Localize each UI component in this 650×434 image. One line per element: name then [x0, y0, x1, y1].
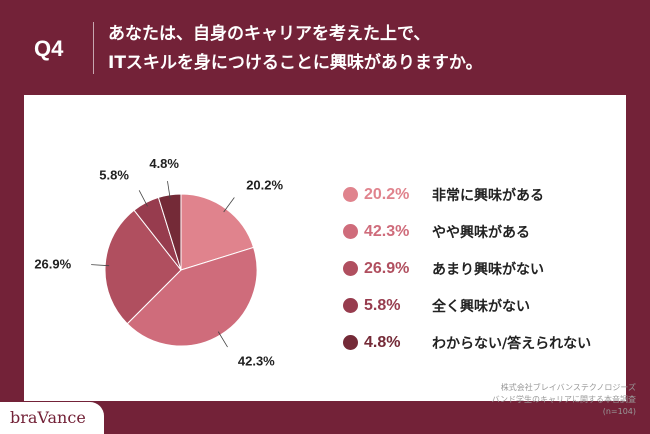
question-text: あなたは、自身のキャリアを考えた上で、 ITスキルを身につけることに興味がありま…: [108, 20, 638, 78]
legend-label: 全く興味がない: [432, 298, 530, 315]
source-line-3: (n=104): [602, 407, 636, 416]
legend-item: 42.3% やや興味がある: [343, 213, 633, 250]
legend-label: 非常に興味がある: [432, 187, 544, 204]
logo: braVance: [0, 402, 104, 434]
data-label: 26.9%: [34, 257, 71, 272]
legend: 20.2% 非常に興味がある 42.3% やや興味がある 26.9% あまり興味がない 5.…: [343, 176, 633, 361]
legend-percent: 26.9%: [364, 259, 410, 277]
legend-item: 5.8% 全く興味がない: [343, 287, 633, 324]
legend-item: 4.8% わからない/答えられない: [343, 324, 633, 361]
leader-line: [223, 197, 235, 213]
data-label: 5.8%: [99, 167, 129, 182]
legend-item: 20.2% 非常に興味がある: [343, 176, 633, 213]
source-line-1: 株式会社ブレイバンステクノロジーズ: [500, 383, 636, 392]
leader-line: [91, 264, 110, 267]
legend-percent: 5.8%: [364, 296, 401, 314]
source-note: 株式会社ブレイバンステクノロジーズ バンド学生のキャリアに関する本音調査 (n=…: [492, 382, 636, 418]
data-label: 20.2%: [246, 178, 283, 193]
source-line-2: バンド学生のキャリアに関する本音調査: [491, 395, 636, 404]
question-line-2: ITスキルを身につけることに興味がありますか。: [108, 53, 483, 73]
legend-marker: [343, 298, 358, 313]
leader-line: [138, 190, 148, 207]
legend-percent: 4.8%: [364, 333, 401, 351]
header: Q4 あなたは、自身のキャリアを考えた上で、 ITスキルを身につけることに興味が…: [0, 0, 650, 95]
legend-percent: 20.2%: [364, 185, 410, 203]
logo-text: braVance: [10, 408, 86, 427]
legend-marker: [343, 335, 358, 350]
legend-label: あまり興味がない: [432, 261, 544, 278]
data-label: 4.8%: [149, 156, 179, 171]
leader-line: [167, 180, 171, 199]
leader-line: [217, 331, 228, 348]
legend-item: 26.9% あまり興味がない: [343, 250, 633, 287]
legend-marker: [343, 261, 358, 276]
legend-marker: [343, 224, 358, 239]
header-divider: [93, 22, 94, 74]
question-line-1: あなたは、自身のキャリアを考えた上で、: [108, 24, 431, 44]
data-label: 42.3%: [238, 354, 275, 369]
question-number: Q4: [34, 36, 64, 61]
legend-marker: [343, 187, 358, 202]
legend-label: やや興味がある: [432, 224, 530, 241]
legend-label: わからない/答えられない: [432, 335, 592, 352]
legend-percent: 42.3%: [364, 222, 410, 240]
